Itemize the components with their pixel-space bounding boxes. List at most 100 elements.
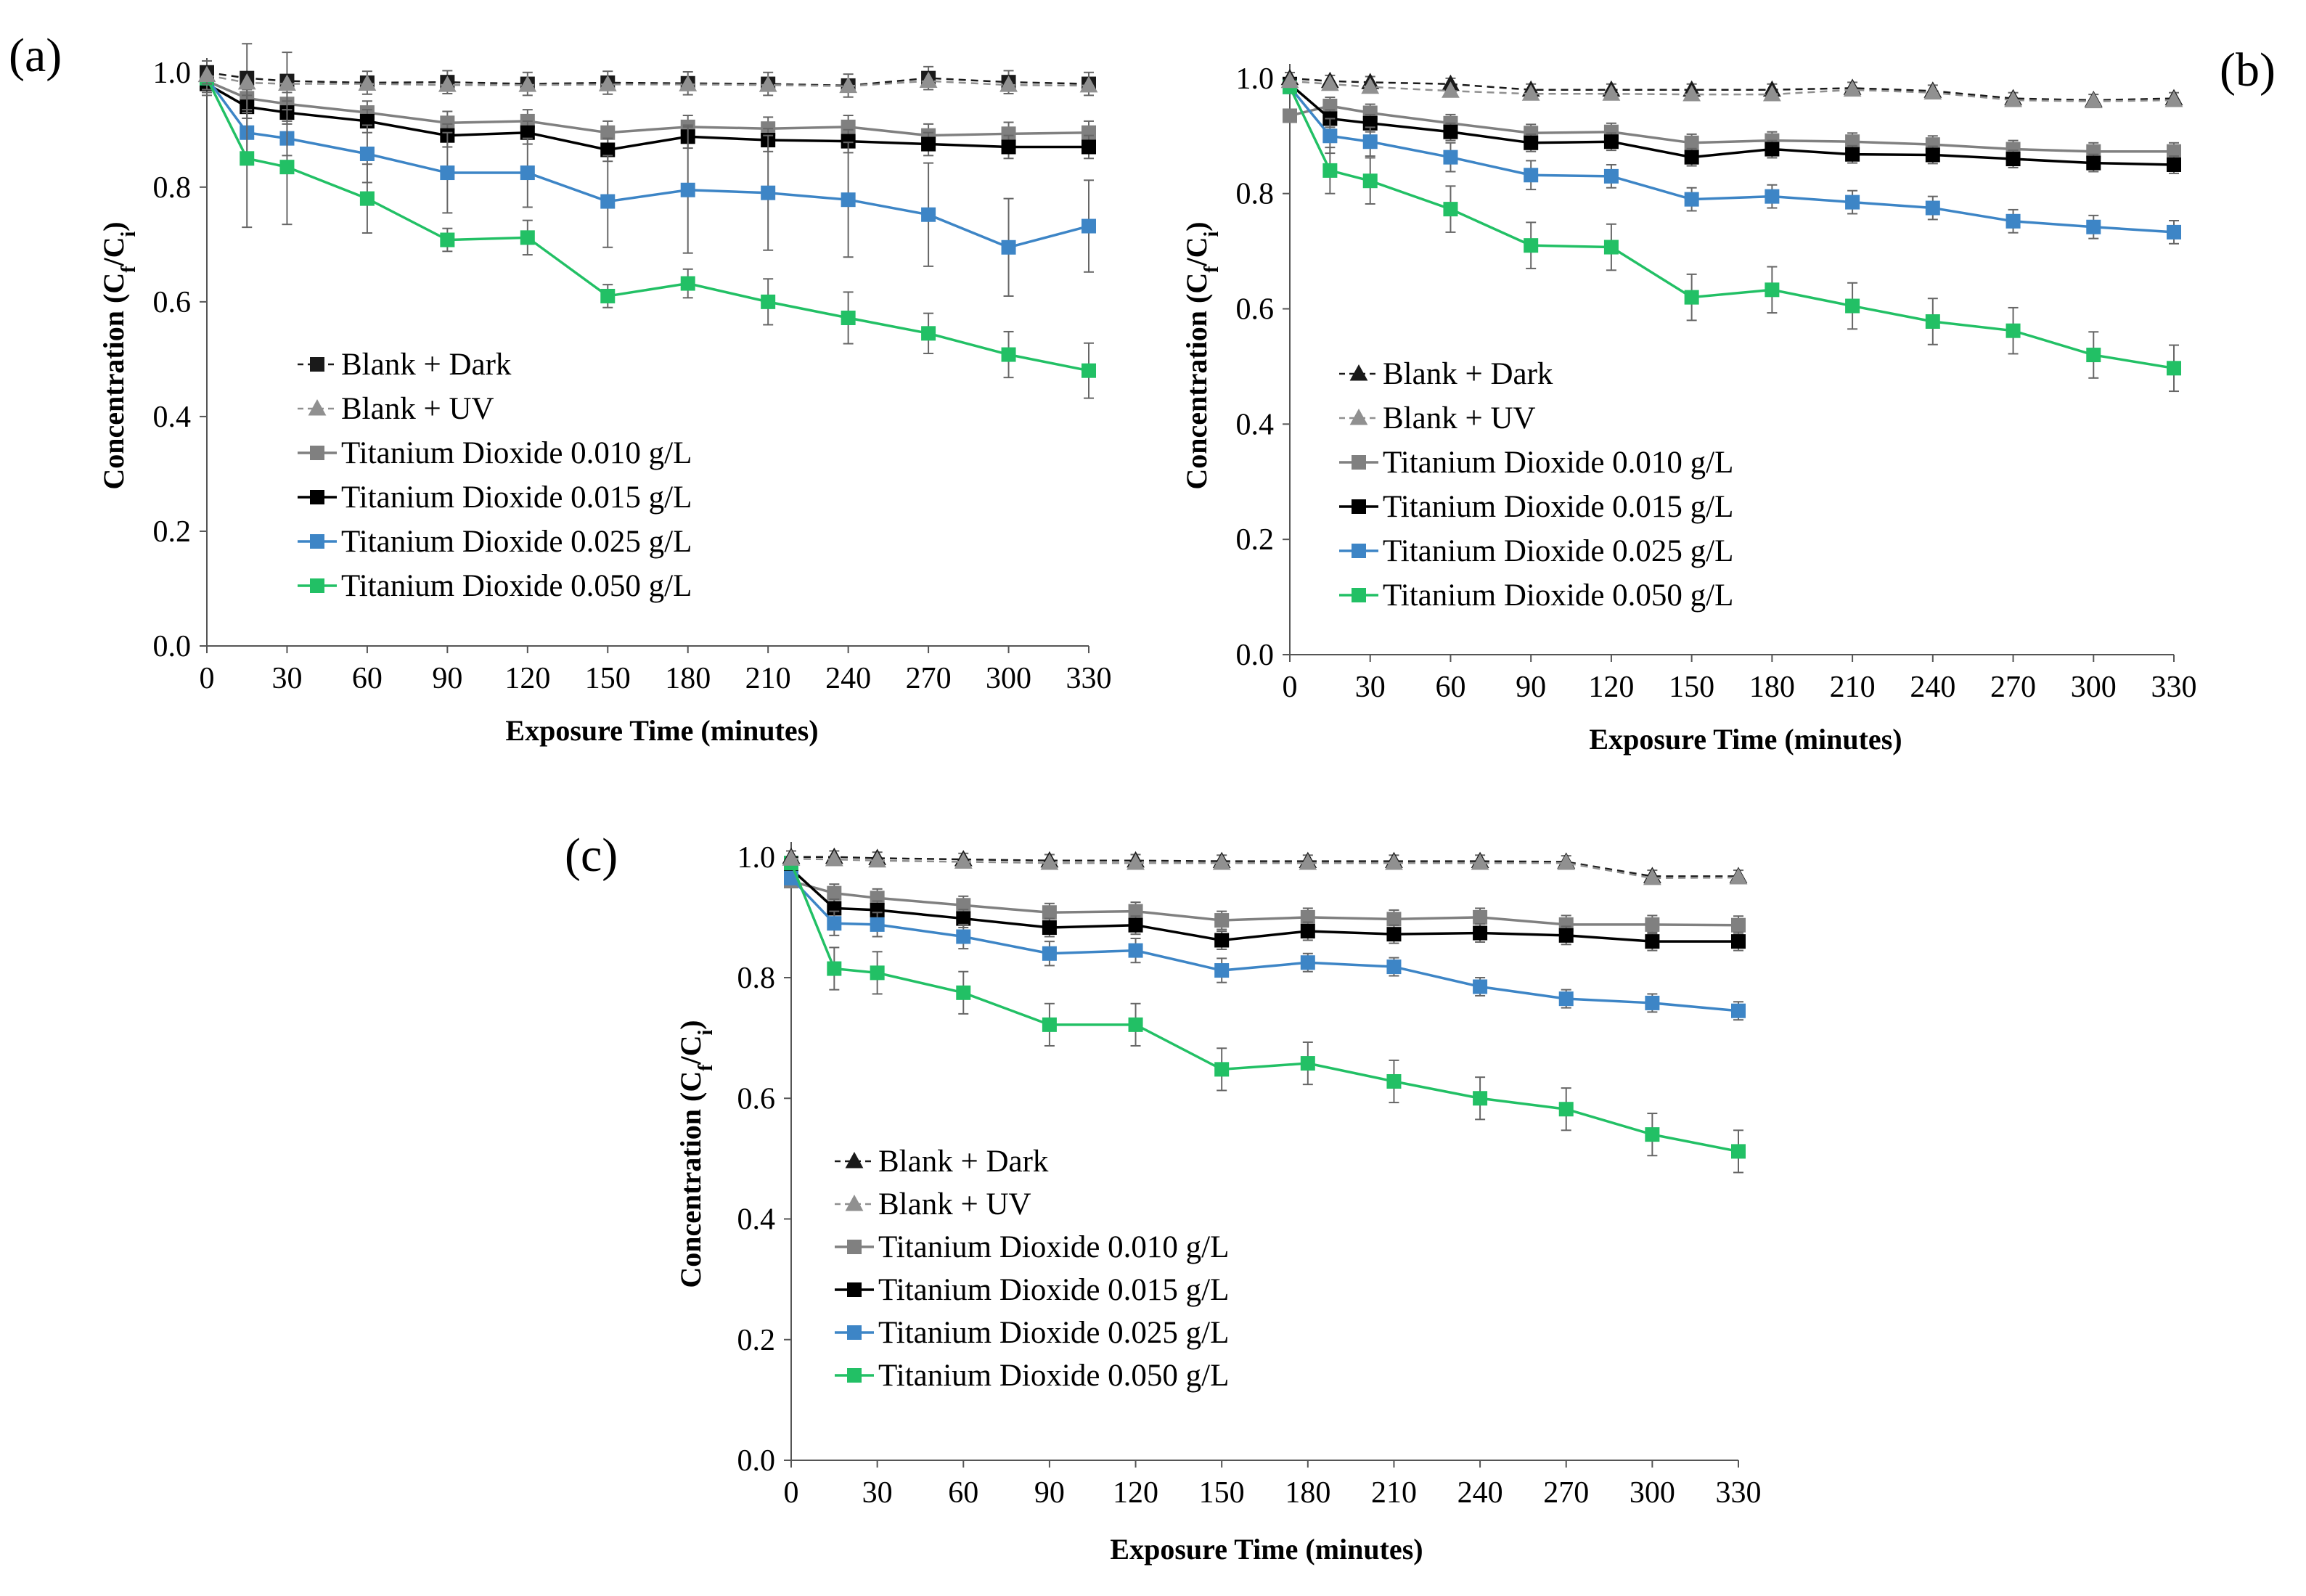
data-point xyxy=(1443,124,1458,139)
panel-label-a: (a) xyxy=(9,29,62,82)
legend-label: Titanium Dioxide 0.015 g/L xyxy=(878,1273,1229,1307)
data-point xyxy=(1322,128,1338,144)
legend-label: Blank + UV xyxy=(1383,401,1536,435)
data-point xyxy=(438,75,457,92)
y-tick-label: 0.4 xyxy=(737,1203,776,1237)
data-point xyxy=(841,192,856,208)
legend-marker xyxy=(847,1325,862,1340)
data-point xyxy=(1300,955,1315,970)
data-point xyxy=(841,134,856,149)
y-tick-label: 1.0 xyxy=(153,57,192,90)
y-tick-label: 0.0 xyxy=(1236,639,1275,672)
y-tick-label: 0.8 xyxy=(737,962,776,995)
legend-item: Titanium Dioxide 0.050 g/L xyxy=(835,1359,1229,1393)
legend-label: Titanium Dioxide 0.050 g/L xyxy=(878,1359,1229,1393)
y-tick-label: 0.4 xyxy=(1236,408,1275,441)
data-point xyxy=(999,75,1018,92)
data-point xyxy=(1214,933,1230,948)
x-tick-label: 90 xyxy=(432,662,462,695)
x-tick-label: 30 xyxy=(1355,671,1386,704)
legend: Blank + Dark Blank + UV Titanium Dioxide 0… xyxy=(1339,357,1733,613)
data-point xyxy=(1473,909,1488,925)
data-point xyxy=(1845,147,1860,162)
legend-item: Titanium Dioxide 0.015 g/L xyxy=(835,1273,1229,1307)
data-point xyxy=(1729,868,1748,885)
legend-marker xyxy=(847,1368,862,1383)
data-point xyxy=(440,115,455,131)
data-point xyxy=(1765,142,1780,157)
data-point xyxy=(1645,934,1660,949)
data-point xyxy=(921,326,936,341)
legend-label: Titanium Dioxide 0.050 g/L xyxy=(1383,578,1733,613)
legend-marker xyxy=(310,490,324,504)
legend-item: Titanium Dioxide 0.015 g/L xyxy=(298,480,692,515)
data-point xyxy=(868,851,887,868)
legend-marker xyxy=(310,446,324,460)
legend-label: Titanium Dioxide 0.015 g/L xyxy=(341,480,692,515)
legend-label: Titanium Dioxide 0.010 g/L xyxy=(1383,446,1733,480)
x-tick-label: 270 xyxy=(906,662,952,695)
legend-item: Blank + Dark xyxy=(1339,357,1553,391)
data-point xyxy=(1128,1017,1143,1032)
data-point xyxy=(1214,1062,1230,1077)
data-point xyxy=(1524,135,1539,150)
y-tick-label: 0.2 xyxy=(737,1324,776,1357)
x-tick-label: 120 xyxy=(504,662,550,695)
data-point xyxy=(1473,925,1488,941)
data-point xyxy=(1843,80,1862,97)
data-point xyxy=(919,71,938,89)
data-point xyxy=(841,310,856,325)
legend-marker xyxy=(310,357,324,372)
data-point xyxy=(827,916,842,931)
legend-label: Blank + UV xyxy=(878,1187,1031,1221)
series-blank-uv xyxy=(197,65,1098,94)
x-tick-label: 0 xyxy=(1283,671,1298,704)
data-point xyxy=(197,65,216,83)
data-point xyxy=(237,73,256,90)
data-point xyxy=(1731,917,1746,933)
data-point xyxy=(279,160,295,175)
data-point xyxy=(2004,91,2022,107)
data-point xyxy=(1362,134,1378,150)
data-point xyxy=(956,911,971,926)
data-point xyxy=(1443,150,1458,165)
data-point xyxy=(680,276,695,291)
data-point xyxy=(1684,135,1699,150)
x-tick-label: 60 xyxy=(1435,671,1465,704)
legend-marker xyxy=(845,1151,864,1169)
x-tick-label: 330 xyxy=(1066,662,1112,695)
series-blank-uv xyxy=(1280,71,2183,109)
series-blank-uv xyxy=(782,849,1748,885)
series-titanium-dioxide-0-015-g-l xyxy=(1283,76,2181,174)
data-point xyxy=(1524,238,1539,253)
legend-label: Titanium Dioxide 0.010 g/L xyxy=(878,1230,1229,1264)
data-point xyxy=(1684,192,1699,207)
data-point xyxy=(1042,946,1057,961)
data-point xyxy=(956,985,971,1000)
data-point xyxy=(1471,854,1489,870)
data-point xyxy=(1442,81,1460,98)
x-tick-label: 180 xyxy=(1749,671,1795,704)
data-point xyxy=(1765,189,1780,204)
legend-label: Titanium Dioxide 0.025 g/L xyxy=(1383,534,1733,568)
data-point xyxy=(1042,920,1057,936)
legend-marker xyxy=(847,1282,862,1297)
x-tick-label: 150 xyxy=(1669,671,1714,704)
data-point xyxy=(1042,1017,1057,1032)
data-point xyxy=(827,885,842,901)
data-point xyxy=(1558,928,1574,943)
data-point xyxy=(956,929,971,944)
panel-a: 0.0 0.2 0.4 0.6 0.8 1.0 0 30 60 90 120 150 180 210 240… xyxy=(153,43,1112,695)
data-point xyxy=(782,849,801,866)
data-point xyxy=(1603,240,1619,255)
data-point xyxy=(1001,240,1016,255)
data-point xyxy=(1925,147,1940,163)
y-tick-label: 0.6 xyxy=(1236,293,1275,327)
data-point xyxy=(1473,1091,1488,1106)
x-tick-label: 90 xyxy=(1516,671,1546,704)
data-point xyxy=(1643,868,1661,885)
data-point xyxy=(1001,126,1016,142)
x-tick-label: 30 xyxy=(271,662,302,695)
legend-item: Titanium Dioxide 0.010 g/L xyxy=(298,436,692,470)
